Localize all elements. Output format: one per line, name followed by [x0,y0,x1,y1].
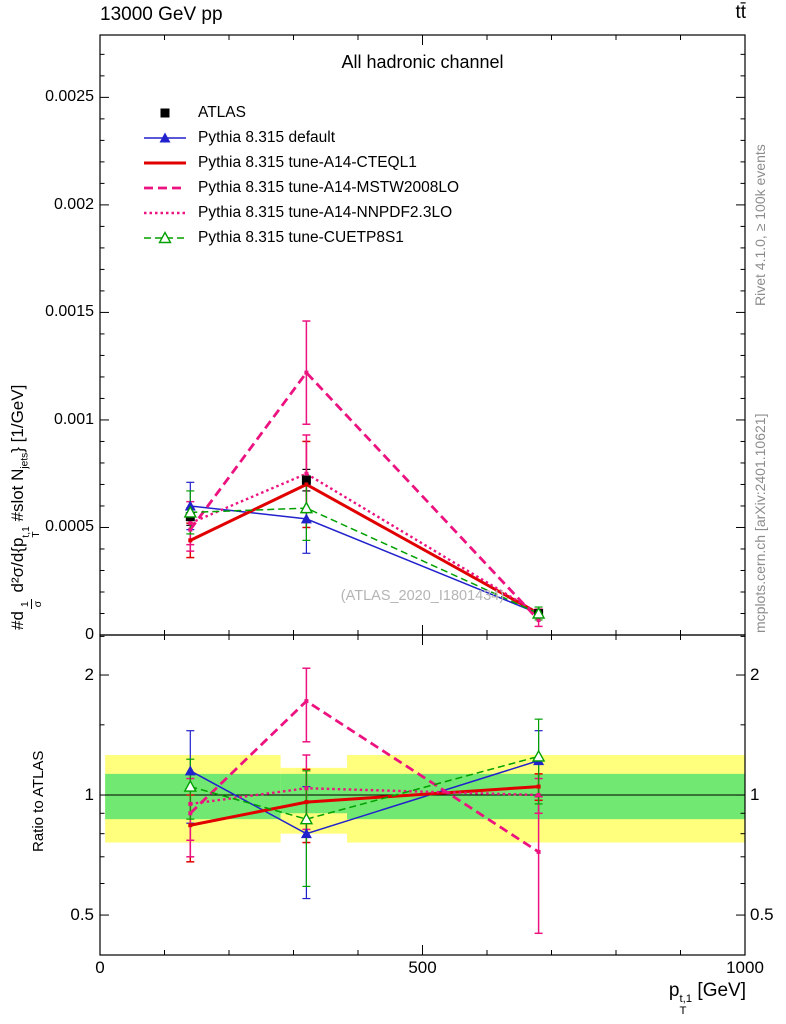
legend-marker-tune-a14-cteql1 [144,161,186,164]
open-triangle-marker [183,779,197,792]
main-y-tick-label: 0.0025 [45,88,94,106]
triangle-marker [184,765,196,776]
ratio-y-tick-label-right: 0.5 [750,905,774,925]
main-y-tick-label: 0.0015 [45,303,94,321]
legend-label: Pythia 8.315 tune-A14-CTEQL1 [198,153,417,171]
dot-marker [536,793,541,798]
open-triangle-marker [531,749,546,762]
dot-marker [536,784,541,789]
legend: ATLAS Pythia 8.315 default Pythia 8.315 tu… [142,100,459,250]
x-tick-label: 0 [95,958,105,977]
ratio-y-tick-label-left: 0.5 [70,905,94,925]
triangle-marker [159,132,171,142]
legend-label: Pythia 8.315 tune-A14-MSTW2008LO [198,178,460,196]
xlabel-sup: t,1 [679,993,693,1006]
process-label: tt̄ [735,2,746,23]
dot-marker [304,800,309,805]
open-triangle-marker [299,812,314,825]
legend-label: ATLAS [198,103,246,121]
legend-item-tune-a14-cteql1: Pythia 8.315 tune-A14-CTEQL1 [142,150,459,175]
dot-marker [304,471,309,476]
legend-marker-tune-a14-mstw2008lo [144,186,186,189]
open-triangle-marker [299,501,314,514]
open-triangle-marker [158,230,172,243]
main-y-tick-label: 0.001 [53,410,94,428]
legend-label: Pythia 8.315 default [198,128,336,146]
xlabel-subsup: t,1 T [679,993,693,1017]
x-axis-label: p t,1 T [GeV] [600,980,746,1017]
open-triangle-marker [183,505,197,518]
plot-title: All hadronic channel [341,52,504,72]
x-tick-label: 1000 [726,958,764,977]
legend-marker-tune-a14-nnpdf23lo [144,211,186,214]
xlabel-unit: [GeV] [692,980,746,1001]
ratio-y-tick-label-right: 2 [750,665,760,685]
dot-marker [536,849,541,854]
xlabel-sub: T [679,1004,687,1017]
ratio-y-tick-label-left: 1 [84,785,94,805]
legend-label: Pythia 8.315 tune-CUETP8S1 [198,228,404,246]
main-y-tick-label: 0 [85,626,94,643]
legend-item-atlas: ATLAS [142,100,459,125]
triangle-marker [300,828,312,839]
legend-label: Pythia 8.315 tune-A14-NNPDF2.3LO [198,203,453,221]
legend-marker-pythia-default [144,132,186,142]
dot-marker [304,699,309,704]
dot-marker [188,823,193,828]
dot-marker [304,482,309,487]
ratio-y-tick-label-left: 2 [84,665,94,685]
main-y-tick-label: 0.0005 [45,518,94,536]
dot-marker [536,617,541,622]
dot-marker [188,521,193,526]
main-y-tick-label: 0.002 [53,195,94,213]
dot-marker [188,527,193,532]
axis-ticks [99,35,746,955]
open-triangle-marker [531,606,546,619]
dot-marker [188,811,193,816]
ratio-y-tick-label-right: 1 [750,785,760,805]
dot-marker [304,786,309,791]
dot-marker [304,370,309,375]
xlabel-base: p [668,980,680,1001]
legend-marker-tune-cuetp8s1 [144,230,186,243]
legend-item-tune-a14-mstw2008lo: Pythia 8.315 tune-A14-MSTW2008LO [142,175,459,200]
dot-marker [188,801,193,806]
dot-marker [188,538,193,543]
legend-item-tune-cuetp8s1: Pythia 8.315 tune-CUETP8S1 [142,225,459,250]
triangle-marker [300,513,312,524]
square-marker [301,475,311,485]
legend-item-tune-a14-nnpdf23lo: Pythia 8.315 tune-A14-NNPDF2.3LO [142,200,459,225]
analysis-id-watermark: (ATLAS_2020_I1801434) [340,588,505,604]
data-markers [183,370,546,854]
legend-marker-atlas [160,108,170,117]
square-marker [160,108,170,117]
legend-item-pythia-default: Pythia 8.315 default [142,125,459,150]
x-tick-label: 500 [408,958,437,977]
beam-energy-label: 13000 GeV pp [100,4,223,25]
